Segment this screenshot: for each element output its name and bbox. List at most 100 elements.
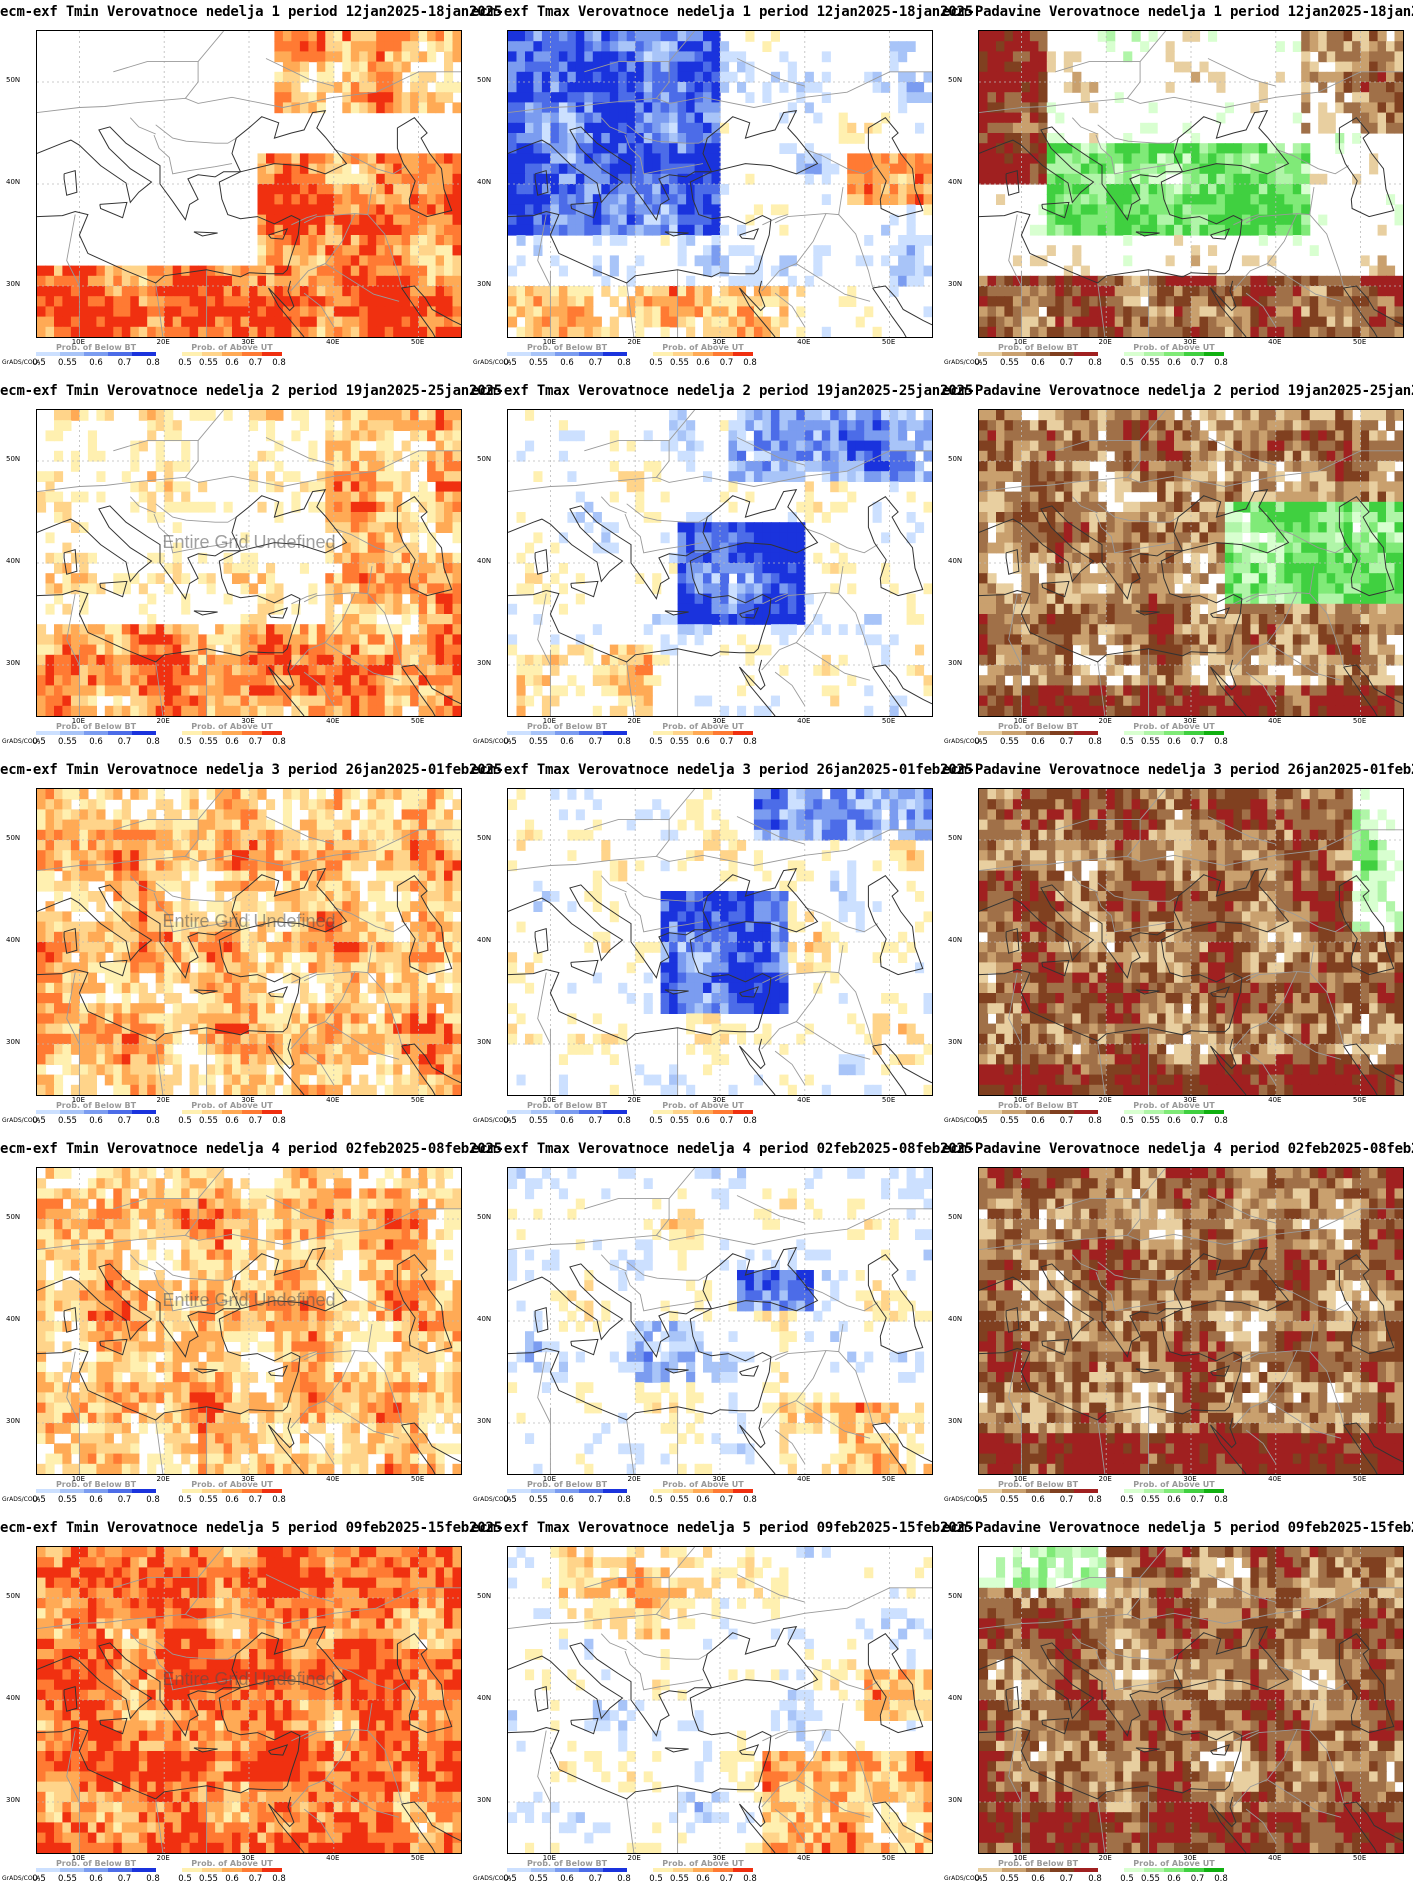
- longitude-label: 40E: [1268, 1475, 1282, 1483]
- panel-title: ecm-Padavine Verovatnoce nedelja 1 perio…: [942, 4, 1413, 20]
- longitude-label: 20E: [627, 338, 641, 346]
- map-panel-tmin-week-1: ecm-exf Tmin Verovatnoce nedelja 1 perio…: [0, 0, 502, 379]
- legend-tick-label: 0.6: [225, 737, 239, 747]
- legend-tick-label: 0.5: [649, 1495, 663, 1505]
- legend-tick-label: 0.5: [974, 1874, 988, 1884]
- longitude-label: 20E: [156, 1854, 170, 1862]
- map-canvas: [508, 1168, 932, 1474]
- legend-swatch: [978, 1868, 1002, 1872]
- country-borders: [979, 1547, 1403, 1853]
- legend-wet: Prob. of Above UT 0.5 0.55 0.6 0.7 0.8: [1120, 343, 1228, 371]
- probability-map: [507, 788, 933, 1096]
- legend-tick-label: 0.5: [503, 737, 517, 747]
- longitude-label: 20E: [156, 338, 170, 346]
- legend-swatch: [531, 1868, 555, 1872]
- legend-tick-label: 0.5: [503, 1495, 517, 1505]
- map-panel-prec-week-3: ecm-Padavine Verovatnoce nedelja 3 perio…: [942, 758, 1413, 1137]
- longitude-label: 30E: [241, 717, 255, 725]
- legend-swatch: [653, 352, 673, 356]
- legend-tick-label: 0.7: [719, 1874, 734, 1884]
- legend-swatch: [182, 1110, 202, 1114]
- grads-credit: GrADS/COLA: [944, 1875, 983, 1882]
- legend-tick-label: 0.8: [743, 1874, 757, 1884]
- coastlines: [979, 488, 1403, 716]
- legend-tick-label: 0.55: [1000, 1116, 1019, 1126]
- legend-swatch: [108, 1868, 132, 1872]
- legend-tick-label: 0.8: [1214, 1874, 1228, 1884]
- panel-title: ecm-Padavine Verovatnoce nedelja 4 perio…: [942, 1141, 1413, 1157]
- probability-field: [37, 1547, 461, 1853]
- legend-swatch: [713, 731, 733, 735]
- legend-below: Prob. of Below BT 0.5 0.55 0.6 0.7 0.8: [503, 1480, 631, 1508]
- legend-swatch: [262, 1489, 282, 1493]
- legend-swatch: [132, 1110, 156, 1114]
- probability-map: [507, 1546, 933, 1854]
- legend-swatch: [555, 352, 579, 356]
- map-canvas: [37, 789, 461, 1095]
- probability-map: [507, 30, 933, 338]
- legend-tick-label: 0.6: [225, 1874, 239, 1884]
- longitude-label: 40E: [326, 338, 340, 346]
- legend-title: Prob. of Below BT: [997, 1480, 1079, 1489]
- legend-tick-label: 0.8: [272, 1874, 286, 1884]
- probability-map: [978, 1167, 1404, 1475]
- legend-tick-label: 0.6: [1167, 737, 1181, 747]
- legend-tick-label: 0.8: [743, 1116, 757, 1126]
- legend-tick-label: 0.55: [1141, 1116, 1160, 1126]
- legend-tick-label: 0.55: [58, 1874, 77, 1884]
- longitude-label: 30E: [712, 1475, 726, 1483]
- map-panel-prec-week-5: ecm-Padavine Verovatnoce nedelja 5 perio…: [942, 1516, 1413, 1895]
- longitude-label: 10E: [1013, 1854, 1028, 1862]
- legend-tick-label: 0.6: [1031, 358, 1045, 368]
- legend-swatch: [978, 1489, 1002, 1493]
- legend-title: Prob. of Above UT: [1133, 1480, 1215, 1489]
- latitude-label: 30N: [948, 1038, 963, 1046]
- legend-swatch: [222, 1868, 242, 1872]
- legend-tick-label: 0.8: [1214, 358, 1228, 368]
- legend-swatch: [978, 352, 1002, 356]
- legend-swatch: [1074, 731, 1098, 735]
- legend-swatch: [202, 1868, 222, 1872]
- legend-swatch: [36, 731, 60, 735]
- legend-swatch: [1050, 1489, 1074, 1493]
- legend-tick-label: 0.6: [89, 1874, 103, 1884]
- longitude-label: 50E: [410, 1854, 425, 1862]
- legend-colorbar: [653, 731, 753, 735]
- longitude-label: 50E: [410, 717, 425, 725]
- longitude-label: 10E: [542, 338, 557, 346]
- grads-credit: GrADS/COLA: [473, 1496, 512, 1503]
- map-panel-tmin-week-5: ecm-exf Tmin Verovatnoce nedelja 5 perio…: [0, 1516, 502, 1895]
- longitude-label: 10E: [542, 1475, 557, 1483]
- legend-tick-label: 0.5: [503, 1116, 517, 1126]
- legend-swatch: [555, 1489, 579, 1493]
- grads-credit: GrADS/COLA: [473, 738, 512, 745]
- legend-tick-label: 0.6: [1167, 1116, 1181, 1126]
- legend-tick-label: 0.8: [1214, 737, 1228, 747]
- coastlines: [508, 1625, 932, 1853]
- legend-swatch: [262, 1868, 282, 1872]
- country-borders: [37, 31, 461, 337]
- legend-tick-label: 0.5: [974, 737, 988, 747]
- legend-tick-label: 0.7: [1059, 1495, 1074, 1505]
- legend-tick-label: 0.7: [719, 737, 734, 747]
- latitude-label: 50N: [6, 834, 21, 842]
- legend-colorbar: [653, 352, 753, 356]
- legend-below: Prob. of Below BT 0.5 0.55 0.6 0.7 0.8: [32, 722, 160, 750]
- legend-swatch: [1026, 1868, 1050, 1872]
- undefined-grid-label: Entire Grid Undefined: [162, 532, 336, 552]
- coastlines: [979, 109, 1403, 337]
- grads-credit: GrADS/COLA: [473, 359, 512, 366]
- longitude-label: 10E: [1013, 1475, 1028, 1483]
- legend-swatch: [579, 1489, 603, 1493]
- legend-tick-label: 0.8: [1088, 1116, 1102, 1126]
- country-borders: [979, 31, 1403, 337]
- latitude-label: 40N: [477, 557, 492, 565]
- latitude-label: 40N: [948, 557, 963, 565]
- probability-field: [508, 31, 932, 337]
- legend-swatch: [1144, 1110, 1164, 1114]
- legend-title: Prob. of Below BT: [55, 1101, 137, 1110]
- map-panel-prec-week-4: ecm-Padavine Verovatnoce nedelja 4 perio…: [942, 1137, 1413, 1516]
- legend-swatch: [603, 352, 627, 356]
- grads-credit: GrADS/COLA: [944, 359, 983, 366]
